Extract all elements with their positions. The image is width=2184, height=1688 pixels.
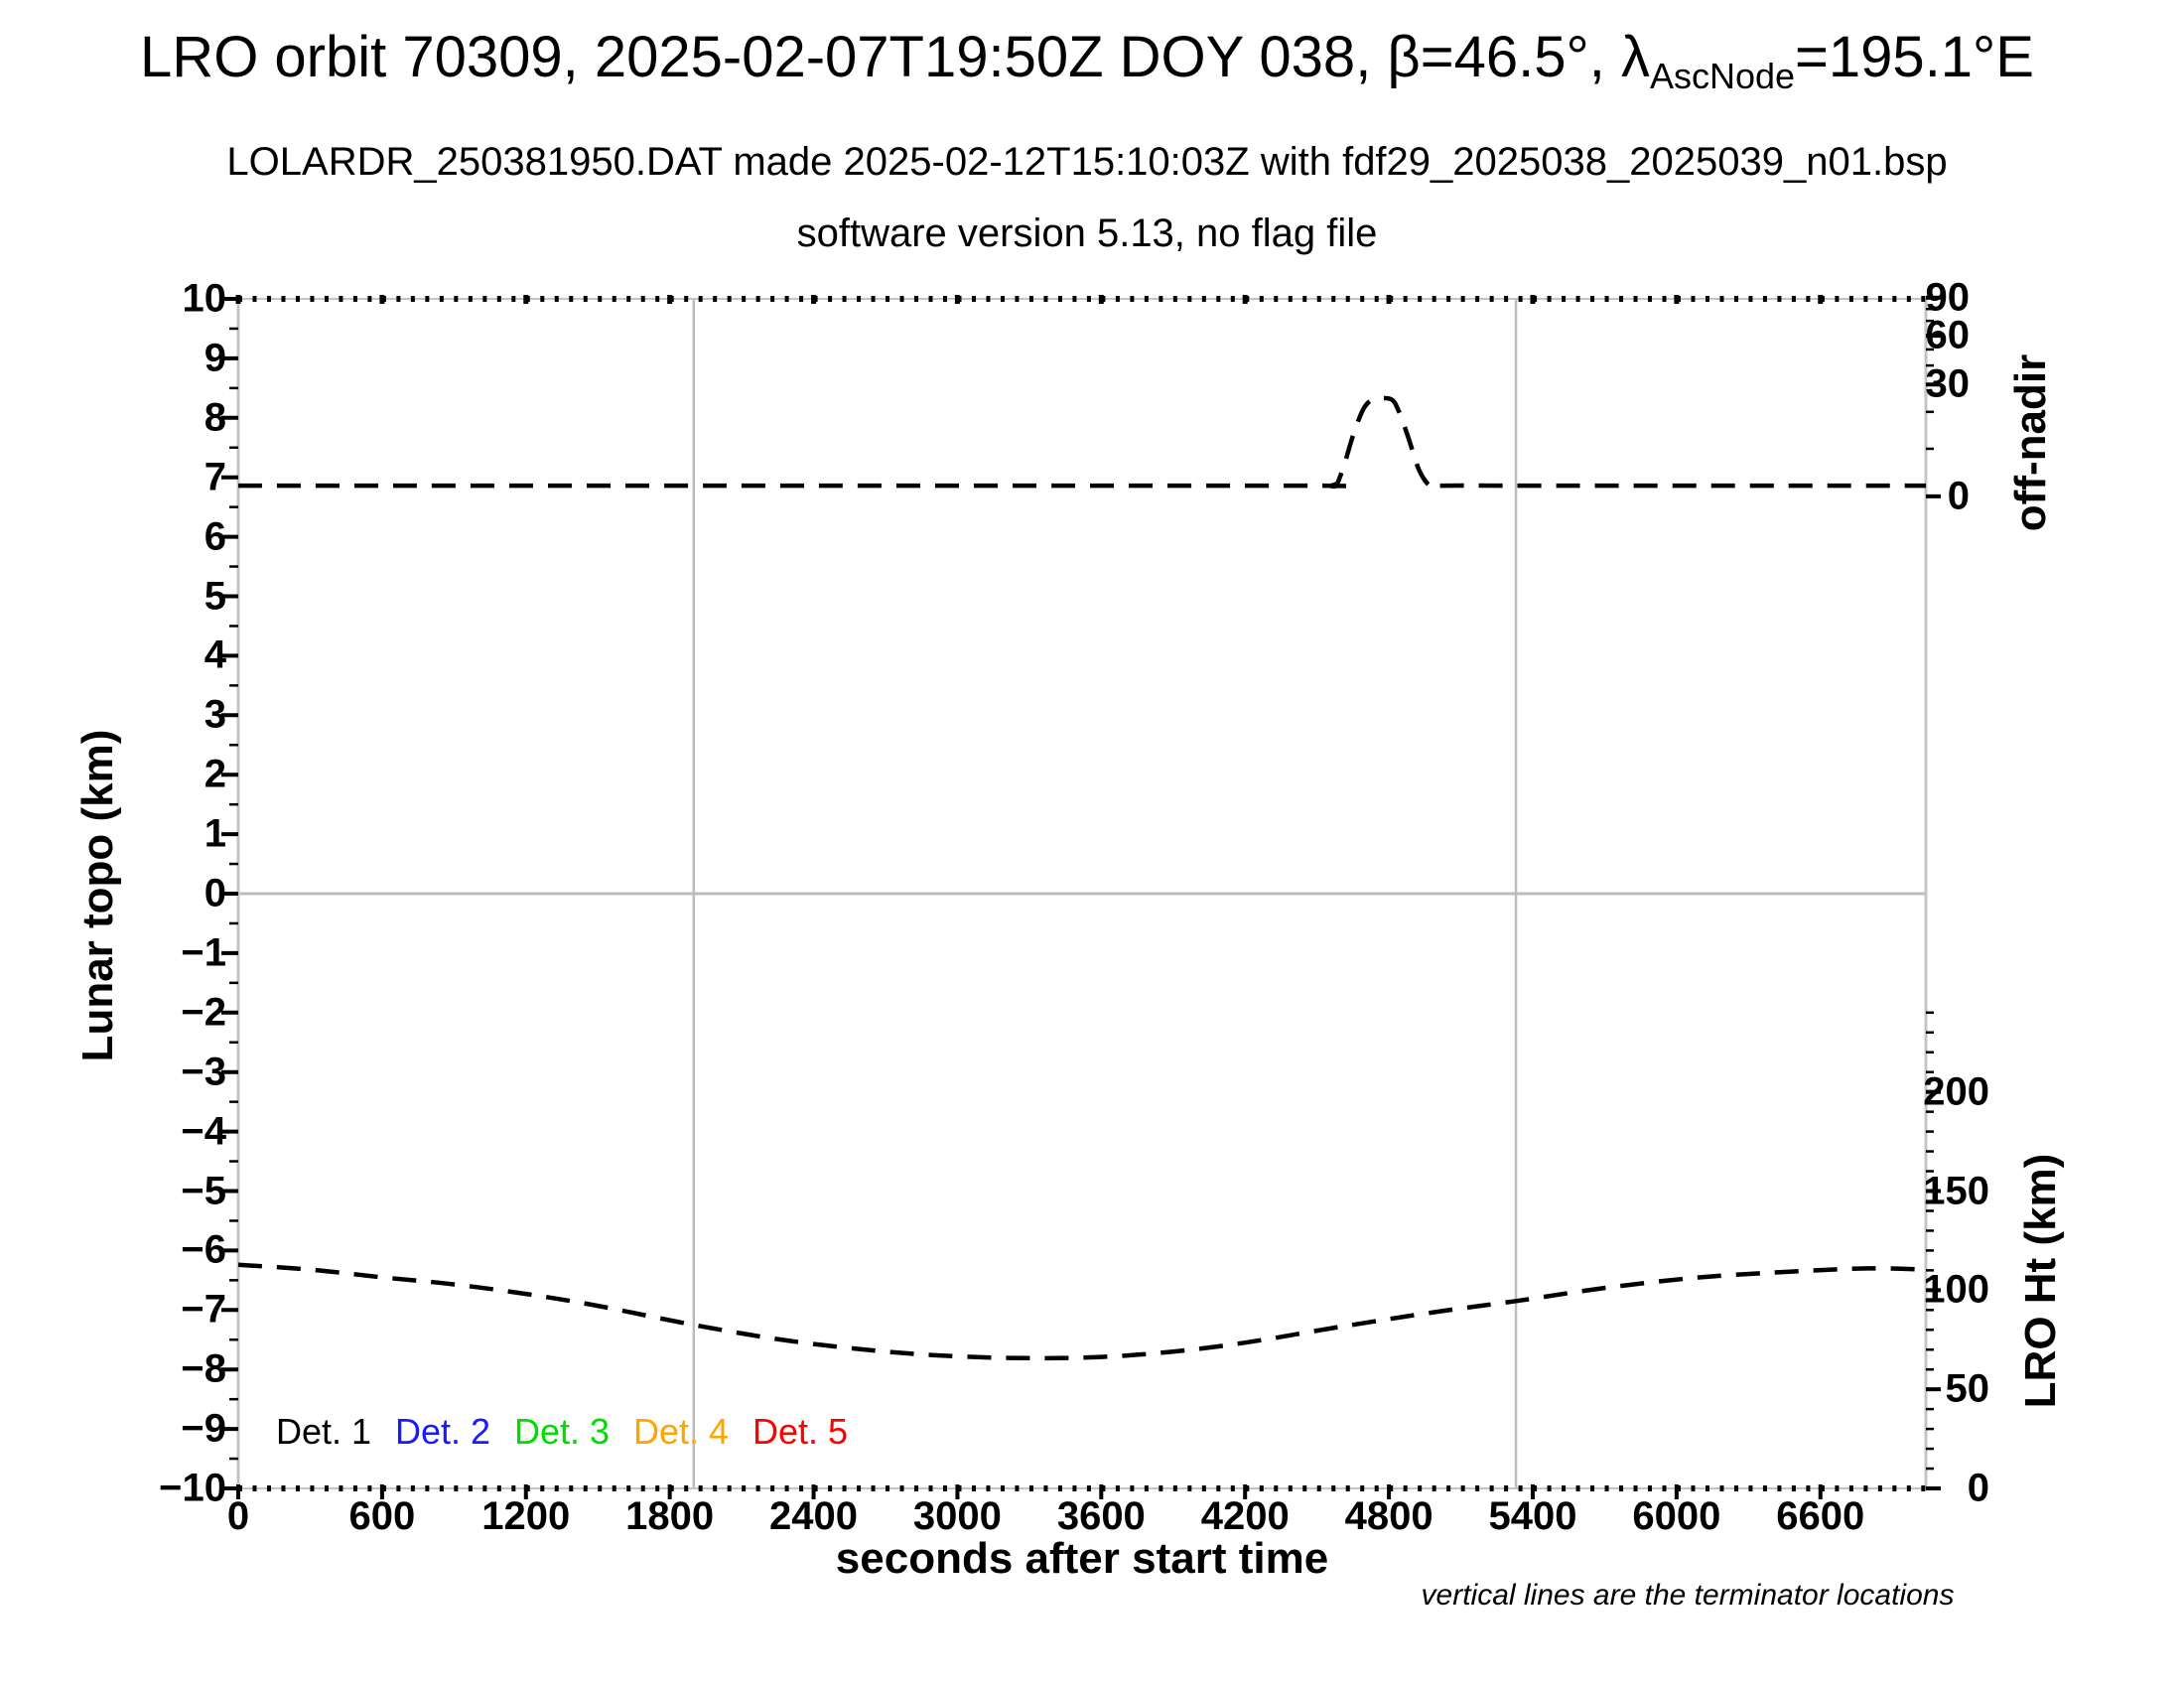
x-tick-label: 600 bbox=[348, 1494, 416, 1538]
y-tick-label: 1 bbox=[204, 811, 226, 856]
y-tick-label: −9 bbox=[181, 1406, 226, 1451]
y-tick-label: −1 bbox=[181, 930, 226, 975]
offnadir-tick-label: 90 bbox=[1925, 275, 1971, 320]
chart-title: LRO orbit 70309, 2025-02-07T19:50Z DOY 0… bbox=[0, 25, 2174, 97]
y-tick-label: 7 bbox=[204, 455, 226, 499]
y-tick-label: 4 bbox=[204, 633, 226, 677]
terminator-note: vertical lines are the terminator locati… bbox=[1421, 1579, 1955, 1612]
height-tick-label: 100 bbox=[1923, 1267, 1989, 1312]
y-tick-label: 0 bbox=[204, 871, 226, 915]
y-tick-label: 8 bbox=[204, 395, 226, 440]
x-tick-label: 6600 bbox=[1776, 1494, 1865, 1538]
x-tick-label: 3600 bbox=[1056, 1494, 1146, 1538]
legend-item-det-2: Det. 2 bbox=[395, 1411, 491, 1452]
chart-subtitle-2: software version 5.13, no flag file bbox=[796, 211, 1378, 255]
x-tick-label: 5400 bbox=[1488, 1494, 1577, 1538]
y-tick-label: 10 bbox=[182, 276, 227, 321]
y-axis-label-left: Lunar topo (km) bbox=[73, 729, 122, 1062]
x-axis-label: seconds after start time bbox=[835, 1534, 1329, 1583]
legend-item-det-1: Det. 1 bbox=[276, 1411, 372, 1452]
height-tick-label: 150 bbox=[1923, 1169, 1989, 1212]
y-tick-label: −6 bbox=[181, 1227, 226, 1272]
legend: Det. 1 Det. 2 Det. 3 Det. 4 Det. 5 bbox=[0, 1411, 2184, 1455]
x-tick-label: 1200 bbox=[481, 1494, 571, 1538]
height-tick-label: 50 bbox=[1945, 1366, 1990, 1411]
height-tick-label: 200 bbox=[1923, 1069, 1989, 1114]
chart-subtitle: LOLARDR_250381950.DAT made 2025-02-12T15… bbox=[226, 140, 1948, 184]
x-tick-label: 2400 bbox=[769, 1494, 859, 1538]
y-tick-label: −8 bbox=[181, 1346, 226, 1391]
y-tick-label: −5 bbox=[181, 1169, 226, 1212]
y-tick-label: −7 bbox=[181, 1287, 226, 1332]
y-tick-label: 3 bbox=[204, 692, 226, 737]
x-tick-label: 0 bbox=[226, 1494, 250, 1538]
offnadir-tick-label: 30 bbox=[1925, 361, 1971, 406]
x-tick-label: 1800 bbox=[625, 1494, 715, 1538]
y-tick-label: 5 bbox=[204, 574, 226, 618]
series-off-nadir bbox=[237, 395, 1926, 490]
legend-item-det-5: Det. 5 bbox=[752, 1411, 849, 1452]
y-tick-label: −3 bbox=[181, 1050, 226, 1094]
chart-title-main: LRO orbit 70309, 2025-02-07T19:50Z DOY 0… bbox=[140, 25, 1650, 89]
chart-title-subscript: AscNode bbox=[1649, 56, 1796, 96]
series-lro-height bbox=[237, 1262, 1927, 1361]
chart-title-tail: =195.1°E bbox=[1795, 25, 2034, 89]
y-axis-label-offnadir: off-nadir bbox=[2006, 353, 2055, 532]
legend-item-det-3: Det. 3 bbox=[514, 1411, 611, 1452]
height-tick-label: 0 bbox=[1967, 1466, 1989, 1510]
y-tick-label: 2 bbox=[204, 752, 226, 796]
y-tick-label: −2 bbox=[181, 990, 226, 1035]
offnadir-tick-label: 60 bbox=[1925, 313, 1971, 357]
x-tick-label: 3000 bbox=[912, 1494, 1002, 1538]
offnadir-tick-label: 0 bbox=[1947, 474, 1970, 518]
y-tick-label: −4 bbox=[181, 1109, 226, 1154]
x-tick-label: 6000 bbox=[1632, 1494, 1721, 1538]
x-tick-label: 4800 bbox=[1344, 1494, 1433, 1538]
legend-item-det-4: Det. 4 bbox=[633, 1411, 730, 1452]
y-tick-label: 6 bbox=[204, 514, 226, 559]
y-tick-label: −10 bbox=[159, 1466, 226, 1510]
y-tick-label: 9 bbox=[204, 336, 226, 380]
x-tick-label: 4200 bbox=[1200, 1494, 1290, 1538]
